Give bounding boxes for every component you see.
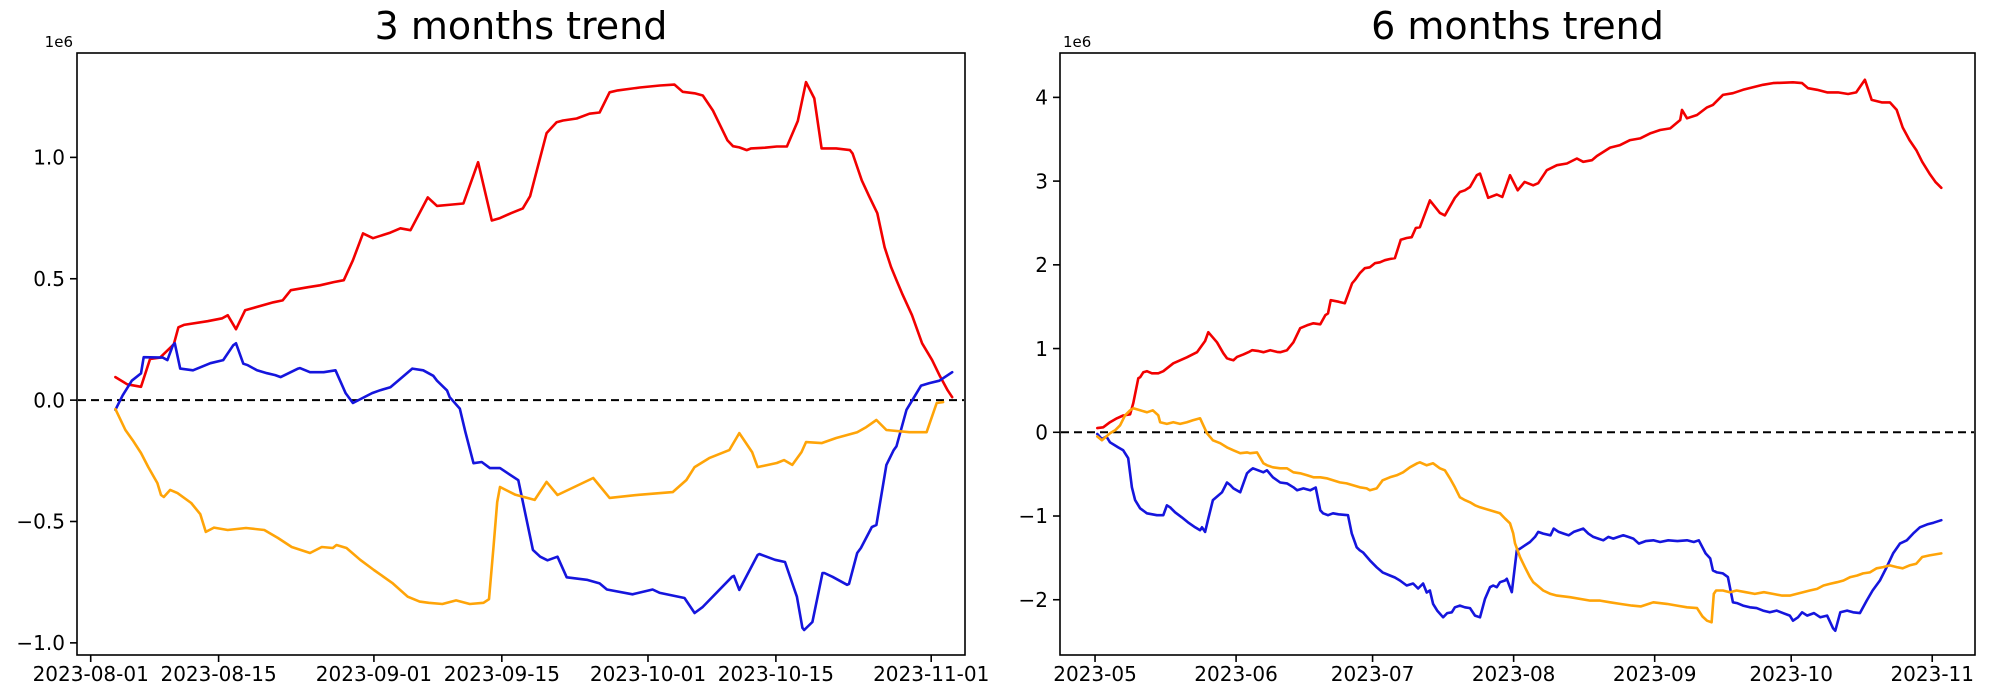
y-tick-label: 4 — [1035, 86, 1048, 110]
chart-3-months: 1.0 0.5 0.0 −0.5 −1.0 2023-08-01 2023-08-15 202… — [16, 33, 989, 686]
x-tick-label: 2023-08 — [1472, 662, 1556, 686]
y-tick-label: 1 — [1035, 337, 1048, 361]
x-tick-label: 2023-05 — [1053, 662, 1137, 686]
chart-6-months: 4 3 2 1 0 −1 −2 2023-05 2023-06 2023-07 2023-08 202… — [1019, 33, 1976, 686]
chart-title-3-months: 3 months trend — [374, 4, 668, 48]
plot-border — [1059, 52, 1976, 656]
x-tick-label: 2023-10-15 — [718, 662, 834, 686]
chart-title-6-months: 6 months trend — [1371, 4, 1664, 48]
red-line — [114, 80, 954, 399]
x-tick-label: 2023-08-01 — [33, 662, 149, 686]
y-tick-label: 3 — [1035, 169, 1048, 193]
y-tick-label: 1.0 — [33, 146, 65, 170]
x-tick-label: 2023-09-01 — [316, 662, 432, 686]
x-tick-label: 2023-07 — [1331, 662, 1415, 686]
x-tick-label: 2023-08-15 — [160, 662, 276, 686]
x-tick-label: 2023-06 — [1194, 662, 1278, 686]
x-tick-label: 2023-10 — [1749, 662, 1833, 686]
orange-line — [1096, 406, 1943, 624]
axis-offset-label: 1e6 — [45, 33, 73, 51]
y-tick-label: −2 — [1019, 588, 1048, 612]
y-tick-label: −1.0 — [16, 631, 65, 655]
red-line — [1096, 78, 1943, 430]
x-tick-label: 2023-11 — [1890, 662, 1974, 686]
orange-line — [114, 400, 945, 606]
plot-border — [76, 52, 966, 656]
x-tick-label: 2023-09-15 — [444, 662, 560, 686]
x-tick-label: 2023-11-01 — [873, 662, 989, 686]
y-tick-label: −0.5 — [16, 510, 65, 534]
blue-line — [1096, 432, 1943, 633]
x-tick-label: 2023-10-01 — [590, 662, 706, 686]
blue-line — [114, 341, 954, 632]
axis-offset-label: 1e6 — [1063, 33, 1091, 51]
y-tick-label: 2 — [1035, 253, 1048, 277]
y-tick-label: 0.0 — [33, 388, 65, 412]
y-tick-label: 0 — [1035, 420, 1048, 444]
x-tick-label: 2023-09 — [1613, 662, 1697, 686]
y-tick-label: 0.5 — [33, 267, 65, 291]
y-tick-label: −1 — [1019, 504, 1048, 528]
